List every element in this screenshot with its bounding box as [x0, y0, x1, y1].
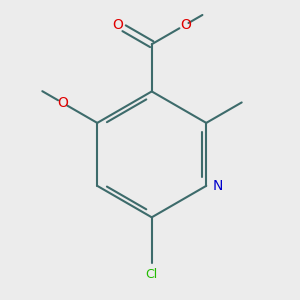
Text: N: N — [212, 179, 223, 193]
Text: O: O — [180, 18, 191, 32]
Text: O: O — [112, 18, 124, 32]
Text: O: O — [57, 96, 68, 110]
Text: Cl: Cl — [146, 268, 158, 281]
